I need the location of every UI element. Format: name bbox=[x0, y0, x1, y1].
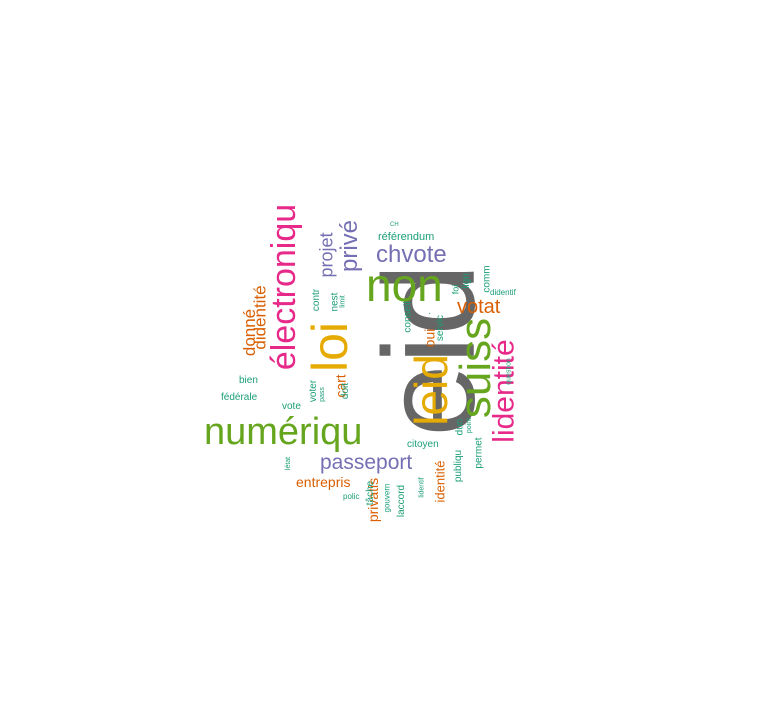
word-foi: foi bbox=[450, 284, 461, 295]
word-lign: lign bbox=[460, 273, 472, 289]
word-servic: servic bbox=[435, 314, 447, 342]
word-bien: bien bbox=[239, 375, 258, 386]
word-limit: limit bbox=[339, 295, 347, 308]
word-dun: dun bbox=[454, 418, 466, 436]
word-projet: projet bbox=[316, 232, 337, 278]
word-dot: · bbox=[428, 308, 432, 319]
word-laccord: laccord bbox=[396, 484, 408, 518]
word-loi: loi bbox=[302, 321, 359, 373]
word-didentite: didentité bbox=[250, 285, 270, 350]
word-doit: doit bbox=[340, 382, 352, 400]
word-ch: CH bbox=[390, 222, 399, 228]
word-didentif: didentif bbox=[490, 288, 516, 297]
word-federale: fédérale bbox=[221, 392, 258, 403]
word-conseil: conseil bbox=[402, 301, 414, 333]
word-polic: polic bbox=[343, 492, 360, 501]
word-votat: votat bbox=[457, 296, 501, 318]
word-entrepris: entrepris bbox=[296, 474, 351, 490]
word-publiqu: publiqu bbox=[453, 449, 465, 483]
word-gouvern: gouvern bbox=[382, 483, 392, 513]
word-passeport: passeport bbox=[320, 451, 413, 474]
word-lidentite: lidentité bbox=[487, 339, 521, 443]
word-vote: vote bbox=[282, 401, 301, 412]
word-identite: identité bbox=[432, 460, 448, 503]
word-non: non bbox=[366, 259, 443, 311]
word-point: point bbox=[466, 417, 474, 434]
word-lidentif: lidentif bbox=[418, 477, 426, 498]
word-contr: contr bbox=[311, 288, 323, 312]
word-prive: privé bbox=[336, 219, 364, 273]
word-voter: voter bbox=[308, 379, 320, 403]
word-referendum: référendum bbox=[378, 231, 435, 243]
word-numeriqu: numériqu bbox=[204, 411, 363, 453]
word-citoyen: citoyen bbox=[407, 439, 439, 450]
word-letat: létat bbox=[285, 456, 293, 471]
word-leid: leid bbox=[404, 354, 457, 426]
word-electroniqu: électroniqu bbox=[265, 203, 304, 371]
word-question: question bbox=[505, 358, 513, 385]
word-permet: permet bbox=[473, 437, 485, 469]
word-pass: pass bbox=[318, 387, 326, 402]
word-chvote: chvote bbox=[376, 241, 447, 268]
word-tache: tâche bbox=[365, 480, 377, 506]
